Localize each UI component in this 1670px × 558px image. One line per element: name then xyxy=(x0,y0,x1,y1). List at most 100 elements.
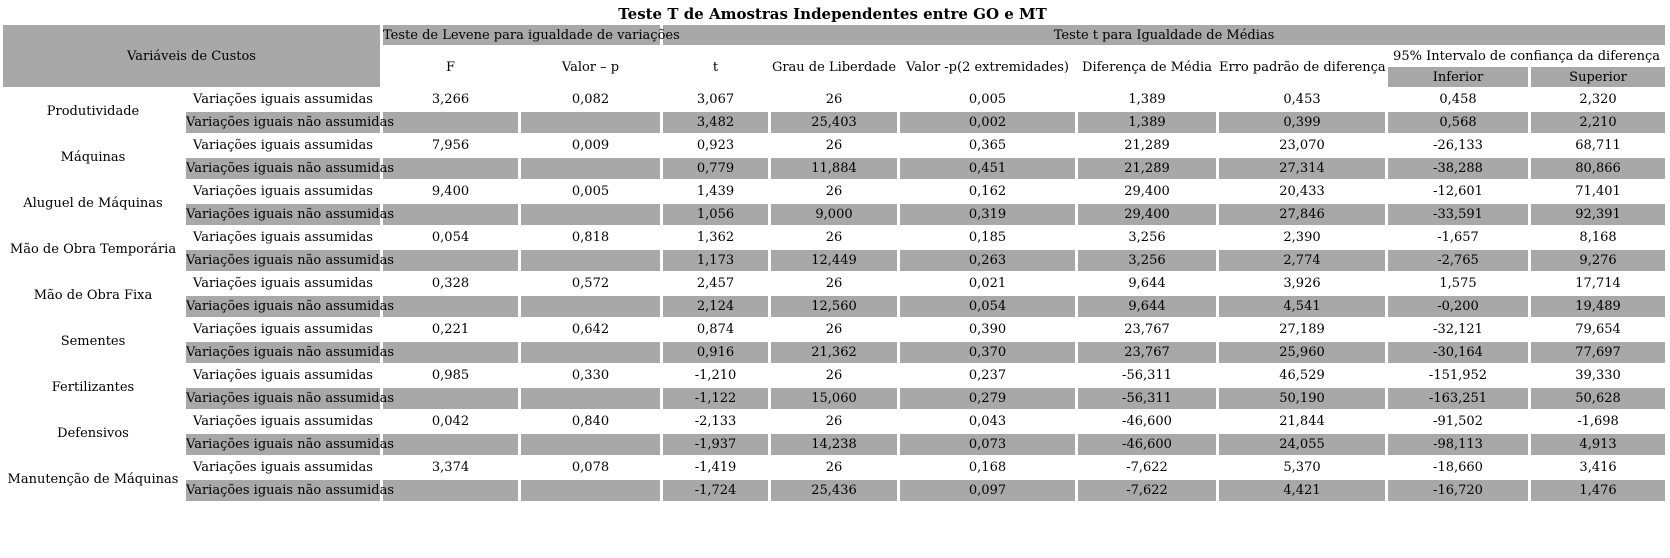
cell-p: 0,330 xyxy=(518,363,663,388)
table-row-equal: Mão de Obra Temporária Variações iguais a… xyxy=(0,225,1669,273)
table-row-equal: Produtividade Variações iguais assumidas 3… xyxy=(0,87,1669,135)
cell-diff: 23,767 xyxy=(1075,317,1219,342)
cell-diff: 29,400 xyxy=(1075,179,1219,204)
cell-p2: 0,185 xyxy=(897,225,1078,250)
cell-diff: -56,311 xyxy=(1075,386,1219,411)
cell-df: 26 xyxy=(768,179,900,204)
cell-lower: -98,113 xyxy=(1385,432,1531,457)
cell-upper: 2,320 xyxy=(1527,87,1669,112)
cell-upper: 79,654 xyxy=(1527,317,1669,342)
cell-diff: 9,644 xyxy=(1075,271,1219,296)
cell-se: 24,055 xyxy=(1216,432,1388,457)
cell-f xyxy=(380,340,521,365)
cell-p2: 0,005 xyxy=(897,87,1078,112)
row-label-cell: Variações iguais assumidas xyxy=(183,225,383,250)
cell-lower: -12,601 xyxy=(1385,179,1531,204)
table-row-equal: Manutenção de Máquinas Variações iguais a… xyxy=(0,455,1669,503)
table-row-equal: Mão de Obra Fixa Variações iguais assumid… xyxy=(0,271,1669,319)
cell-df: 26 xyxy=(768,133,900,158)
row-label-cell: Variações iguais não assumidas xyxy=(183,340,394,365)
variable-name-cell: Máquinas xyxy=(0,133,186,181)
cell-t: -1,724 xyxy=(660,478,771,503)
col-header-superior: Superior xyxy=(1527,65,1669,89)
cell-p: 0,642 xyxy=(518,317,663,342)
cell-upper: 71,401 xyxy=(1527,179,1669,204)
cell-upper: 8,168 xyxy=(1527,225,1669,250)
row-label-cell: Variações iguais não assumidas xyxy=(183,386,394,411)
cell-upper: 9,276 xyxy=(1527,248,1669,273)
table-row-unequal: Variações iguais não assumidas 0,779 11,88… xyxy=(2,156,1669,181)
cell-f: 0,054 xyxy=(380,225,521,250)
cell-se: 0,399 xyxy=(1216,110,1388,135)
cell-upper: 3,416 xyxy=(1527,455,1669,480)
cell-lower: -18,660 xyxy=(1385,455,1531,480)
ttest-table: Variáveis de Custos Teste de Levene para… xyxy=(0,23,1669,503)
cell-p2: 0,390 xyxy=(897,317,1078,342)
cell-se: 27,314 xyxy=(1216,156,1388,181)
ci-interval-header: 95% Intervalo de confiança da diferença xyxy=(1384,45,1669,67)
cell-p xyxy=(518,340,663,365)
cell-p2: 0,097 xyxy=(897,478,1078,503)
variable-name-cell: Defensivos xyxy=(0,409,186,457)
cell-t: 1,056 xyxy=(660,202,771,227)
cell-df: 26 xyxy=(768,455,900,480)
cell-se: 3,926 xyxy=(1216,271,1388,296)
cell-p xyxy=(518,110,663,135)
variable-name-cell: Manutenção de Máquinas xyxy=(0,455,186,503)
row-label-cell: Variações iguais não assumidas xyxy=(183,432,394,457)
cell-lower: -32,121 xyxy=(1385,317,1531,342)
table-row-unequal: Variações iguais não assumidas -1,724 25,4… xyxy=(2,478,1669,503)
cell-p2: 0,054 xyxy=(897,294,1078,319)
cell-se: 21,844 xyxy=(1216,409,1388,434)
cell-upper: 92,391 xyxy=(1527,202,1669,227)
header-cols-row: F Valor – p t Grau de Liberdade Valor -p… xyxy=(2,45,1669,89)
cell-lower: -91,502 xyxy=(1385,409,1531,434)
cell-lower: -26,133 xyxy=(1385,133,1531,158)
cell-se: 23,070 xyxy=(1216,133,1388,158)
row-label-cell: Variações iguais assumidas xyxy=(183,409,383,434)
cell-f: 0,328 xyxy=(380,271,521,296)
cell-df: 26 xyxy=(768,87,900,112)
cell-diff: -46,600 xyxy=(1075,409,1219,434)
cell-p xyxy=(518,156,663,181)
cell-p: 0,082 xyxy=(518,87,663,112)
cell-p2: 0,073 xyxy=(897,432,1078,457)
cell-f xyxy=(380,110,521,135)
cell-se: 4,541 xyxy=(1216,294,1388,319)
cell-f: 0,221 xyxy=(380,317,521,342)
cell-df: 25,403 xyxy=(768,110,900,135)
cell-p2: 0,237 xyxy=(897,363,1078,388)
cell-df: 25,436 xyxy=(768,478,900,503)
table-row-unequal: Variações iguais não assumidas 1,173 12,44… xyxy=(2,248,1669,273)
cell-df: 26 xyxy=(768,409,900,434)
cell-p xyxy=(518,478,663,503)
row-label-cell: Variações iguais assumidas xyxy=(183,363,383,388)
levene-band-header: Teste de Levene para igualdade de variaç… xyxy=(380,23,680,47)
row-label-cell: Variações iguais assumidas xyxy=(183,133,383,158)
table-row-unequal: Variações iguais não assumidas 3,482 25,40… xyxy=(2,110,1669,135)
cell-t: 1,439 xyxy=(660,179,771,204)
cell-upper: 4,913 xyxy=(1527,432,1669,457)
table-row-unequal: Variações iguais não assumidas 2,124 12,56… xyxy=(2,294,1669,319)
cell-diff: -7,622 xyxy=(1075,478,1219,503)
cell-diff: -7,622 xyxy=(1075,455,1219,480)
cell-lower: -1,657 xyxy=(1385,225,1531,250)
table-row-equal: Sementes Variações iguais assumidas 0,221 0… xyxy=(0,317,1669,365)
cell-se: 20,433 xyxy=(1216,179,1388,204)
cell-p2: 0,021 xyxy=(897,271,1078,296)
cell-diff: 21,289 xyxy=(1075,133,1219,158)
cell-se: 46,529 xyxy=(1216,363,1388,388)
cell-p: 0,009 xyxy=(518,133,663,158)
cell-lower: 0,458 xyxy=(1385,87,1531,112)
header-band-row: Variáveis de Custos Teste de Levene para… xyxy=(0,23,1669,89)
cell-p: 0,818 xyxy=(518,225,663,250)
variable-name-cell: Aluguel de Máquinas xyxy=(0,179,186,227)
row-label-cell: Variações iguais não assumidas xyxy=(183,294,394,319)
cell-t: 3,482 xyxy=(660,110,771,135)
cell-p2: 0,365 xyxy=(897,133,1078,158)
row-label-cell: Variações iguais assumidas xyxy=(183,317,383,342)
row-label-cell: Variações iguais assumidas xyxy=(183,179,383,204)
table-row-unequal: Variações iguais não assumidas 0,916 21,36… xyxy=(2,340,1669,365)
ttest-band-header: Teste t para Igualdade de Médias xyxy=(659,23,1669,47)
cell-se: 27,846 xyxy=(1216,202,1388,227)
